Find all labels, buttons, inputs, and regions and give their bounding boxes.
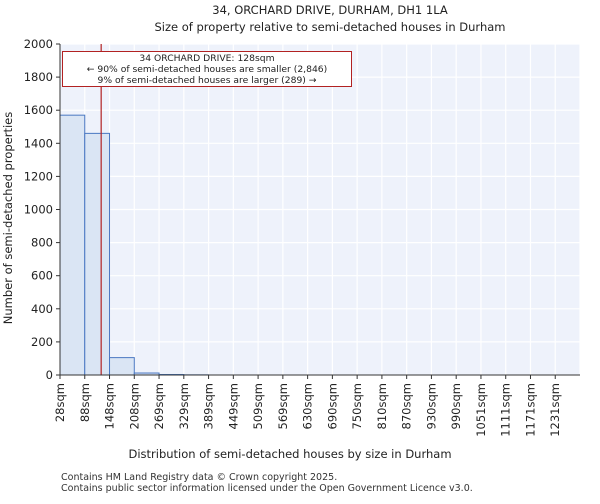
x-tick-label: 269sqm: [152, 383, 166, 429]
y-tick-label: 1600: [24, 103, 53, 117]
bar-88sqm: [85, 133, 110, 375]
x-tick-label: 449sqm: [226, 383, 240, 429]
x-tick-label: 750sqm: [350, 383, 364, 429]
y-tick-label: 1400: [24, 136, 53, 150]
annotation-line-2: ← 90% of semi-detached houses are smalle…: [63, 64, 351, 75]
x-tick-label: 690sqm: [325, 383, 339, 429]
x-tick-label: 329sqm: [177, 383, 191, 429]
x-axis-label: Distribution of semi-detached houses by …: [128, 447, 451, 461]
annotation-line-1: 34 ORCHARD DRIVE: 128sqm: [63, 53, 351, 64]
x-tick-label: 630sqm: [301, 383, 315, 429]
x-tick-label: 389sqm: [202, 383, 216, 429]
x-tick-label: 810sqm: [375, 383, 389, 429]
y-tick-labels: 0 200 400 600 800 1000 1200 1400 1600 1800 2000: [24, 37, 60, 382]
y-tick-label: 200: [31, 335, 53, 349]
x-tick-label: 28sqm: [53, 383, 67, 422]
x-tick-label: 509sqm: [251, 383, 265, 429]
y-tick-label: 400: [31, 302, 53, 316]
x-tick-label: 148sqm: [103, 383, 117, 429]
annotation-box: 34 ORCHARD DRIVE: 128sqm ← 90% of semi-d…: [62, 51, 352, 87]
x-tick-label: 930sqm: [424, 383, 438, 429]
x-tick-label: 569sqm: [276, 383, 290, 429]
x-tick-label: 1231sqm: [548, 383, 562, 437]
bar-148sqm: [110, 358, 135, 375]
gridlines: [60, 44, 580, 375]
footer-line-1: Contains HM Land Registry data © Crown c…: [61, 473, 473, 484]
x-tick-labels: 28sqm 88sqm 148sqm 208sqm 269sqm 329sqm 389sqm…: [53, 375, 562, 437]
y-tick-label: 1800: [24, 70, 53, 84]
y-tick-label: 1000: [24, 203, 53, 217]
x-tick-label: 88sqm: [78, 383, 92, 422]
attribution-footer: Contains HM Land Registry data © Crown c…: [61, 473, 473, 494]
y-tick-label: 2000: [24, 37, 53, 51]
y-tick-label: 800: [31, 236, 53, 250]
x-tick-label: 870sqm: [400, 383, 414, 429]
y-tick-label: 0: [46, 368, 53, 382]
y-tick-label: 1200: [24, 169, 53, 183]
x-tick-label: 208sqm: [127, 383, 141, 429]
x-tick-label: 1171sqm: [523, 383, 537, 437]
annotation-line-3: 9% of semi-detached houses are larger (2…: [63, 75, 351, 86]
x-tick-label: 1111sqm: [499, 383, 513, 437]
y-tick-label: 600: [31, 269, 53, 283]
x-tick-label: 990sqm: [449, 383, 463, 429]
footer-line-2: Contains public sector information licen…: [61, 484, 473, 495]
x-tick-label: 1051sqm: [474, 383, 488, 437]
y-axis-label: Number of semi-detached properties: [1, 112, 15, 324]
chart-title: 34, ORCHARD DRIVE, DURHAM, DH1 1LA: [212, 3, 448, 17]
chart-subtitle: Size of property relative to semi-detach…: [155, 20, 506, 34]
bar-28sqm: [60, 115, 85, 375]
